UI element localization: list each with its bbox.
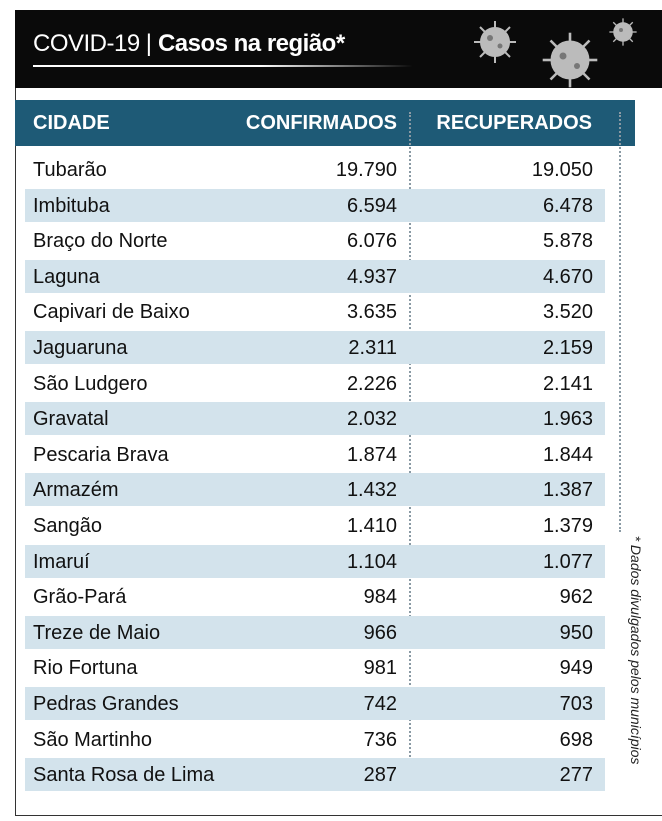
city-cell: Tubarão [33,159,107,181]
table-row: Rio Fortuna 981 949 [25,651,605,684]
city-cell: Armazém [33,479,119,502]
confirmed-cell: 742 [363,693,397,715]
confirmed-cell: 2.311 [348,337,397,359]
recovered-cell: 949 [559,657,593,680]
confirmed-cell: 6.076 [346,230,397,253]
confirmed-cell: 3.635 [346,301,397,324]
city-cell: Braço do Norte [33,230,168,253]
table-row: Armazém 1.432 1.387 [25,473,605,507]
table-row: Imbituba 6.594 6.478 [25,188,605,222]
recovered-cell: 2.141 [542,372,593,395]
city-cell: São Martinho [33,728,152,751]
confirmed-cell: 6.594 [346,194,397,217]
city-cell: Grão-Pará [33,586,127,609]
recovered-cell: 277 [559,764,593,787]
column-divider [409,112,411,784]
table-row: São Martinho 736 698 [25,723,605,756]
city-cell: Gravatal [33,408,109,431]
city-cell: Capivari de Baixo [33,301,190,324]
table-row: Pescaria Brava 1.874 1.844 [25,438,605,471]
title-main: Casos na região* [157,30,345,57]
recovered-cell: 3.520 [542,301,593,324]
confirmed-cell: 19.790 [335,159,397,181]
table-row: Gravatal 2.032 1.963 [25,402,605,436]
table-row: Pedras Grandes 742 703 [25,687,605,720]
confirmed-cell: 981 [363,657,397,680]
recovered-cell: 703 [559,693,593,715]
table-row: Capivari de Baixo 3.635 3.520 [25,295,605,328]
title-separator: | [145,30,152,57]
table-row: Jaguaruna 2.311 2.159 [25,331,605,364]
recovered-cell: 1.387 [542,479,593,502]
table-row: Braço do Norte 6.076 5.878 [25,224,605,257]
column-header: CONFIRMADOS [245,112,397,134]
confirmed-cell: 1.410 [346,515,397,537]
confirmed-cell: 1.432 [346,479,397,502]
table-row: Treze de Maio 966 950 [25,615,605,649]
recovered-cell: 698 [559,728,593,751]
table-row: Santa Rosa de Lima 287 277 [25,758,605,792]
recovered-cell: 1.077 [542,550,593,573]
city-cell: Imbituba [33,194,110,217]
city-cell: Pedras Grandes [33,693,179,715]
confirmed-cell: 2.226 [346,372,397,395]
recovered-cell: 1.844 [542,443,593,466]
column-header: CIDADE [33,112,110,134]
city-cell: Sangão [33,515,102,537]
confirmed-cell: 966 [363,621,397,644]
recovered-cell: 2.159 [542,337,593,359]
city-cell: Pescaria Brava [33,443,169,466]
confirmed-cell: 984 [363,586,397,609]
confirmed-cell: 4.937 [346,265,397,288]
recovered-cell: 4.670 [542,265,593,288]
column-divider [619,112,621,532]
table-row: Sangão 1.410 1.379 [25,509,605,542]
footnote: * Dados divulgados pelos municípios [628,535,644,765]
confirmed-cell: 287 [363,764,397,787]
recovered-cell: 950 [559,621,593,644]
city-cell: Treze de Maio [33,621,161,644]
confirmed-cell: 736 [363,728,397,751]
table-row: São Ludgero 2.226 2.141 [25,367,605,400]
city-cell: Jaguaruna [33,337,128,359]
confirmed-cell: 1.874 [346,443,397,466]
table-row: Grão-Pará 984 962 [25,580,605,613]
recovered-cell: 1.379 [542,515,593,537]
city-cell: Rio Fortuna [33,657,138,680]
title-underline [33,65,413,67]
recovered-cell: 19.050 [531,159,593,181]
header: COVID-19 | Casos na região* [15,10,662,88]
recovered-cell: 6.478 [542,194,593,217]
frame [15,10,662,816]
city-cell: Imaruí [33,550,90,573]
city-cell: São Ludgero [33,372,148,395]
table-row: Imaruí 1.104 1.077 [25,544,605,578]
recovered-cell: 1.963 [542,408,593,431]
virus-icons [474,17,638,88]
recovered-cell: 5.878 [542,230,593,253]
table-header: CIDADE CONFIRMADOS RECUPERADOS [15,100,635,146]
confirmed-cell: 2.032 [346,408,397,431]
title: COVID-19 | Casos na região* [33,30,345,58]
title-prefix: COVID-19 [33,30,140,57]
city-cell: Laguna [33,265,100,288]
table-row: Tubarão 19.790 19.050 [25,153,605,186]
column-header: RECUPERADOS [436,112,592,134]
city-cell: Santa Rosa de Lima [33,764,215,787]
recovered-cell: 962 [559,586,593,609]
table-row: Laguna 4.937 4.670 [25,259,605,293]
confirmed-cell: 1.104 [346,550,397,573]
